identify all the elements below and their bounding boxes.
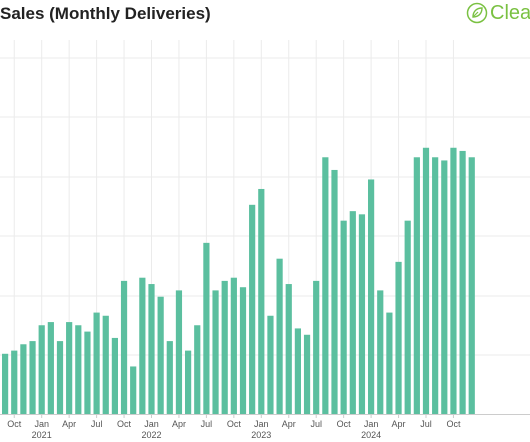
- x-tick-label: Jan: [34, 419, 49, 429]
- x-tick-label: Jul: [91, 419, 103, 429]
- bar[interactable]: [75, 325, 82, 414]
- bar[interactable]: [56, 341, 64, 414]
- bar[interactable]: [377, 290, 384, 414]
- bar[interactable]: [322, 157, 329, 414]
- bar[interactable]: [194, 325, 201, 414]
- bar[interactable]: [84, 331, 91, 414]
- bar[interactable]: [230, 277, 237, 414]
- x-tick-label: Oct: [337, 419, 352, 429]
- bar[interactable]: [422, 147, 430, 414]
- bar[interactable]: [130, 366, 137, 414]
- leaf-logo-icon: [466, 2, 488, 24]
- bar[interactable]: [432, 157, 439, 414]
- bar[interactable]: [413, 157, 420, 414]
- chart-title: Sales (Monthly Deliveries): [0, 4, 211, 23]
- bar[interactable]: [358, 214, 366, 414]
- bar[interactable]: [166, 341, 173, 414]
- bar-series: [2, 147, 475, 414]
- bar[interactable]: [386, 312, 393, 414]
- bar[interactable]: [185, 350, 192, 414]
- x-tick-label: Oct: [117, 419, 132, 429]
- x-tick-label: Jul: [420, 419, 432, 429]
- x-tick-label: Oct: [227, 419, 242, 429]
- bar[interactable]: [267, 315, 274, 414]
- bar[interactable]: [29, 341, 36, 414]
- bar[interactable]: [148, 284, 155, 414]
- bar[interactable]: [2, 353, 9, 414]
- x-tick-label: Jan: [144, 419, 159, 429]
- bar[interactable]: [368, 179, 375, 414]
- x-tick-label: Apr: [62, 419, 76, 429]
- x-year-label: 2023: [251, 430, 271, 440]
- x-year-label: 2021: [32, 430, 52, 440]
- x-year-label: 2024: [361, 430, 381, 440]
- x-tick-label: Jan: [254, 419, 269, 429]
- bar[interactable]: [331, 169, 338, 414]
- x-tick-label: Jul: [201, 419, 213, 429]
- bar[interactable]: [395, 261, 402, 414]
- bar[interactable]: [441, 160, 448, 414]
- x-tick-label: Jul: [310, 419, 322, 429]
- bar[interactable]: [349, 211, 356, 414]
- bar[interactable]: [249, 204, 256, 414]
- bar[interactable]: [47, 322, 54, 414]
- bar[interactable]: [468, 157, 475, 414]
- bar[interactable]: [20, 344, 27, 414]
- bar[interactable]: [111, 337, 118, 414]
- x-tick-label: Apr: [172, 419, 186, 429]
- bar[interactable]: [303, 334, 311, 414]
- bar[interactable]: [203, 242, 210, 414]
- bar[interactable]: [102, 315, 109, 414]
- brand-name: Clear: [490, 1, 530, 24]
- bar[interactable]: [313, 280, 320, 414]
- bar[interactable]: [258, 188, 265, 414]
- x-tick-label: Apr: [392, 419, 406, 429]
- x-tick-label: Apr: [282, 419, 296, 429]
- bar[interactable]: [239, 287, 247, 414]
- bar[interactable]: [221, 280, 228, 414]
- x-year-label: 2022: [141, 430, 161, 440]
- bar[interactable]: [11, 350, 18, 414]
- bar[interactable]: [66, 322, 73, 414]
- bar[interactable]: [38, 325, 45, 414]
- bar[interactable]: [120, 280, 128, 414]
- bar[interactable]: [340, 220, 347, 414]
- bar[interactable]: [139, 277, 146, 414]
- x-tick-label: Oct: [7, 419, 22, 429]
- bar[interactable]: [404, 220, 411, 414]
- bar[interactable]: [276, 258, 283, 414]
- x-tick-label: Jan: [364, 419, 379, 429]
- bar[interactable]: [157, 296, 164, 414]
- x-tick-label: Oct: [446, 419, 461, 429]
- bar[interactable]: [294, 328, 301, 414]
- bar[interactable]: [175, 290, 183, 414]
- brand-logo[interactable]: Clear: [466, 2, 530, 24]
- bar[interactable]: [450, 147, 457, 414]
- x-axis: Oct Jan Apr Jul Oct Jan Apr Jul Oct Jan Apr Jul Oct J…: [0, 414, 530, 440]
- bar[interactable]: [285, 284, 292, 414]
- bar[interactable]: [212, 290, 219, 414]
- bar[interactable]: [459, 150, 466, 414]
- bar[interactable]: [93, 312, 100, 414]
